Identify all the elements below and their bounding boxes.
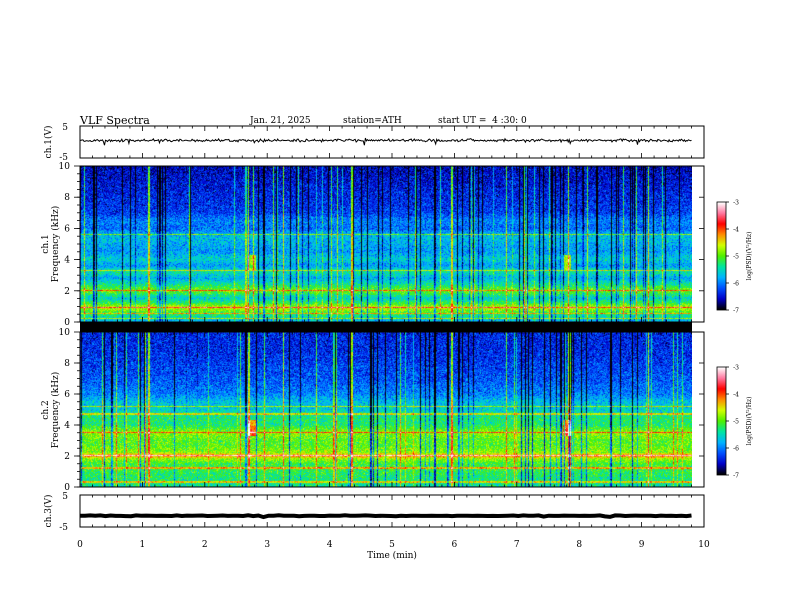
ch1-waveform-panel: 5 -5 ch.1(V) (43, 123, 705, 163)
ch1-spectrogram-yticks: 0 2 4 6 8 10 (59, 162, 704, 328)
colorbar-tick-label: -5 (733, 419, 739, 426)
frequency-tick-label: 10 (59, 162, 71, 172)
time-tick-label: 9 (639, 540, 645, 550)
ch3-waveform-ylabel: ch.3(V) (43, 495, 54, 528)
ch2-spectrogram-xticks (79, 332, 705, 487)
frequency-tick-label: 8 (64, 359, 70, 369)
frequency-tick-label: 0 (64, 318, 70, 328)
time-tick-label: 0 (77, 540, 83, 550)
ch2-colorbar-ticks: -3 -4 -5 -6 -7 (726, 365, 739, 480)
ch2-colorbar-label: log(PSD)(V²/Hz) (746, 397, 753, 446)
ch1-colorbar-frame (716, 201, 727, 311)
ch2-spectrogram-frame (79, 331, 705, 488)
start-ut-label: start UT = 4 :30: 0 (438, 116, 527, 126)
ch1-spectrogram-xticks (79, 166, 705, 322)
station-label: station=ATH (343, 116, 402, 126)
ch1-frequency-ylabel: Frequency (kHz) (50, 206, 61, 283)
ch1-spectrogram-frame (79, 165, 705, 323)
time-tick-label: 7 (514, 540, 520, 550)
ch3-waveform-panel: 0 1 2 3 4 5 6 7 8 9 10 5 -5 ch.3(V) Time (min) (43, 492, 710, 561)
colorbar-tick-label: -3 (733, 365, 739, 372)
time-tick-label: 10 (698, 540, 710, 550)
ch3-waveform-line (80, 513, 692, 520)
ch3-waveform-xticks (79, 495, 705, 527)
colorbar-tick-label: -4 (733, 392, 739, 399)
ch1-channel-label: ch.1 (41, 234, 51, 253)
ch2-colorbar-frame (716, 366, 727, 476)
frequency-tick-label: 8 (64, 193, 70, 203)
ch1-colorbar-ticks: -3 -4 -5 -6 -7 (726, 200, 739, 315)
colorbar-tick-label: -3 (733, 200, 739, 207)
colorbar-tick-label: -4 (733, 227, 739, 234)
ch1-waveform-xticks (79, 126, 705, 158)
colorbar-tick-label: -7 (733, 308, 739, 315)
figure-title: VLF Spectra (79, 114, 150, 127)
colorbar-tick-label: -5 (733, 254, 739, 261)
colorbar-tick-label: -6 (733, 446, 739, 453)
ch3-ytick-top: 5 (62, 492, 68, 502)
colorbar-tick-label: -7 (733, 473, 739, 480)
time-axis-tick-labels: 0 1 2 3 4 5 6 7 8 9 10 (77, 540, 710, 550)
frequency-tick-label: 10 (59, 328, 71, 338)
ch2-colorbar-image (717, 367, 726, 475)
ch1-ytick-bottom: -5 (59, 153, 68, 163)
ch1-spectrogram-image (80, 166, 692, 322)
time-tick-label: 6 (452, 540, 458, 550)
frequency-tick-label: 6 (64, 224, 70, 234)
time-tick-label: 2 (202, 540, 208, 550)
frequency-tick-label: 0 (64, 483, 70, 493)
time-tick-label: 4 (327, 540, 333, 550)
ch3-ytick-bottom: -5 (59, 523, 68, 533)
ch1-colorbar-label: log(PSD)(V²/Hz) (746, 232, 753, 281)
frequency-tick-label: 2 (64, 287, 70, 297)
ch1-colorbar-image (717, 202, 726, 310)
date-label: Jan. 21, 2025 (249, 116, 311, 126)
frequency-tick-label: 4 (64, 256, 70, 266)
time-tick-label: 8 (576, 540, 582, 550)
frequency-tick-label: 4 (64, 421, 70, 431)
ch1-waveform-line (79, 137, 692, 146)
ch2-spectrogram-image (80, 332, 692, 487)
ch1-waveform-ylabel: ch.1(V) (43, 126, 54, 159)
time-tick-label: 1 (140, 540, 146, 550)
time-tick-label: 5 (389, 540, 395, 550)
ch2-spectrogram-yticks: 0 2 4 6 8 10 (59, 328, 704, 493)
time-tick-label: 3 (264, 540, 270, 550)
frequency-tick-label: 6 (64, 390, 70, 400)
frequency-tick-label: 2 (64, 452, 70, 462)
panel-separator-band (80, 322, 692, 332)
ch2-channel-label: ch.2 (41, 400, 51, 419)
ch1-ytick-top: 5 (62, 123, 68, 133)
colorbar-tick-label: -6 (733, 281, 739, 288)
time-axis-xlabel: Time (min) (367, 550, 417, 561)
ch2-frequency-ylabel: Frequency (kHz) (50, 372, 61, 449)
